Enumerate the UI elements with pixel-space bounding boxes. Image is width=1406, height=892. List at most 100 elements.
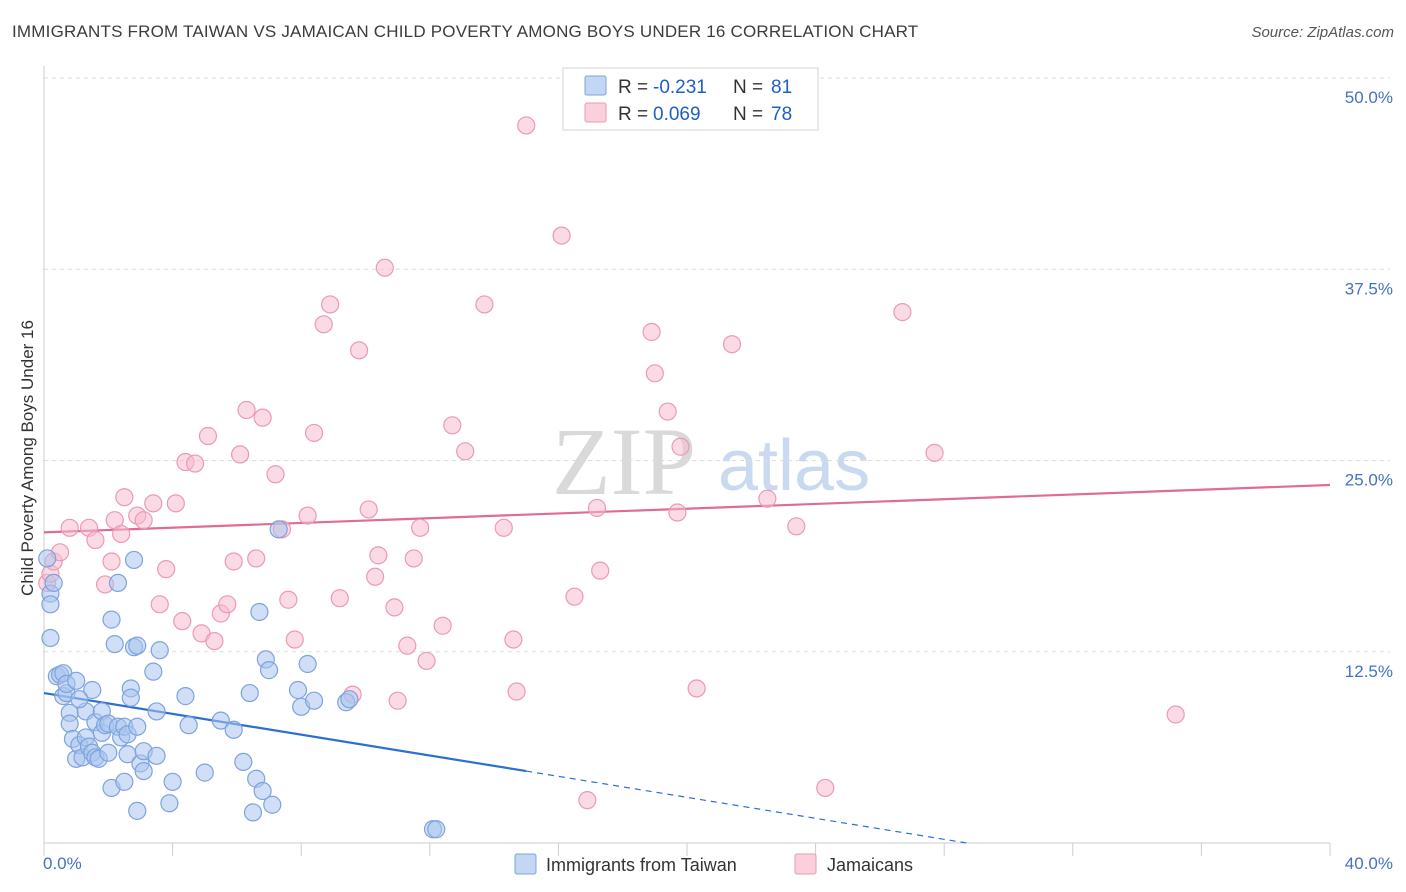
data-point <box>44 573 63 593</box>
data-point <box>60 518 79 537</box>
series-immigrants-from-taiwan <box>38 520 446 839</box>
trend-line-extension <box>526 770 967 844</box>
data-point <box>504 630 523 649</box>
data-point <box>205 631 224 651</box>
data-point <box>658 402 677 421</box>
data-point <box>388 691 407 710</box>
data-point <box>266 465 285 484</box>
data-point <box>70 690 89 709</box>
data-point <box>758 489 777 508</box>
data-point <box>411 518 430 537</box>
data-point <box>218 595 237 614</box>
data-point <box>83 680 102 700</box>
data-point <box>173 612 192 631</box>
data-point <box>369 546 388 565</box>
watermark-zip: ZIP <box>552 408 696 515</box>
bottom-legend-swatch-taiwan <box>514 853 537 875</box>
data-point <box>128 636 147 655</box>
data-point <box>195 763 214 782</box>
data-point <box>60 714 79 733</box>
data-point <box>279 590 298 609</box>
data-point <box>253 408 272 427</box>
data-point <box>115 488 134 507</box>
source-credit: Source: ZipAtlas.com <box>1251 24 1394 41</box>
data-point <box>86 530 105 550</box>
data-point <box>443 416 462 435</box>
data-point <box>41 595 60 614</box>
data-point <box>578 791 597 810</box>
x-tick-label-min: 0.0% <box>43 854 82 873</box>
data-point <box>668 503 687 522</box>
y-tick-label: 50.0% <box>1345 88 1393 107</box>
legend-r-label-jamaicans: R = <box>618 104 648 125</box>
data-point <box>671 437 690 456</box>
data-point <box>925 443 944 462</box>
data-point <box>398 636 417 655</box>
data-point <box>115 772 134 791</box>
data-point <box>517 116 536 135</box>
data-point <box>314 315 333 334</box>
data-point <box>816 778 835 798</box>
data-point <box>340 690 359 709</box>
data-point <box>121 688 140 707</box>
watermark-atlas: atlas <box>718 426 870 506</box>
legend-n-value-jamaicans: 78 <box>771 104 792 125</box>
data-point <box>494 518 513 537</box>
data-point <box>237 400 256 420</box>
legend-r-value-jamaicans: 0.069 <box>653 104 701 125</box>
data-point <box>134 761 153 781</box>
legend-swatch-taiwan <box>584 75 607 96</box>
data-point <box>176 687 195 706</box>
legend-n-value-taiwan: 81 <box>771 77 792 98</box>
data-point <box>427 820 446 839</box>
trend-line <box>43 691 527 773</box>
data-point <box>366 567 385 586</box>
data-point <box>157 560 176 579</box>
data-point <box>147 702 166 721</box>
data-point <box>186 454 205 473</box>
data-point <box>250 602 269 622</box>
series-legend: Immigrants from Taiwan Jamaicans <box>514 853 913 875</box>
data-point <box>102 610 121 629</box>
legend-r-value-taiwan: -0.231 <box>653 77 707 98</box>
data-point <box>231 445 250 464</box>
y-tick-labels: 12.5% 25.0% 37.5% 50.0% <box>1345 88 1393 681</box>
data-point <box>893 302 912 322</box>
data-point <box>144 494 163 513</box>
data-point <box>1166 705 1185 724</box>
y-tick-label: 37.5% <box>1345 279 1393 298</box>
y-tick-label: 25.0% <box>1345 471 1393 490</box>
chart-title: IMMIGRANTS FROM TAIWAN VS JAMAICAN CHILD… <box>12 22 919 41</box>
data-point <box>404 549 423 568</box>
data-point <box>105 634 124 654</box>
data-point <box>456 442 475 461</box>
data-point <box>417 651 436 671</box>
data-point <box>150 641 169 660</box>
data-point <box>243 803 263 822</box>
data-point <box>787 517 806 536</box>
data-point <box>128 801 147 820</box>
grid <box>44 77 1390 653</box>
data-point <box>112 524 131 544</box>
data-point <box>722 335 742 354</box>
data-point <box>645 364 664 383</box>
data-point <box>288 680 308 700</box>
data-point <box>38 549 57 568</box>
data-point <box>41 628 60 648</box>
y-tick-label: 12.5% <box>1345 662 1393 681</box>
data-point <box>247 549 266 568</box>
data-point <box>147 746 166 765</box>
data-point <box>234 752 253 772</box>
y-axis-label: Child Poverty Among Boys Under 16 <box>18 320 37 596</box>
bottom-legend-swatch-jamaicans <box>794 853 817 875</box>
data-point <box>102 552 121 571</box>
legend-swatch-jamaicans <box>584 102 607 123</box>
data-point <box>433 616 452 635</box>
data-point <box>134 511 153 530</box>
data-point <box>144 662 163 681</box>
data-point <box>211 711 230 730</box>
data-point <box>321 295 340 314</box>
data-point <box>263 795 282 814</box>
x-tick-label-max: 40.0% <box>1345 854 1393 873</box>
